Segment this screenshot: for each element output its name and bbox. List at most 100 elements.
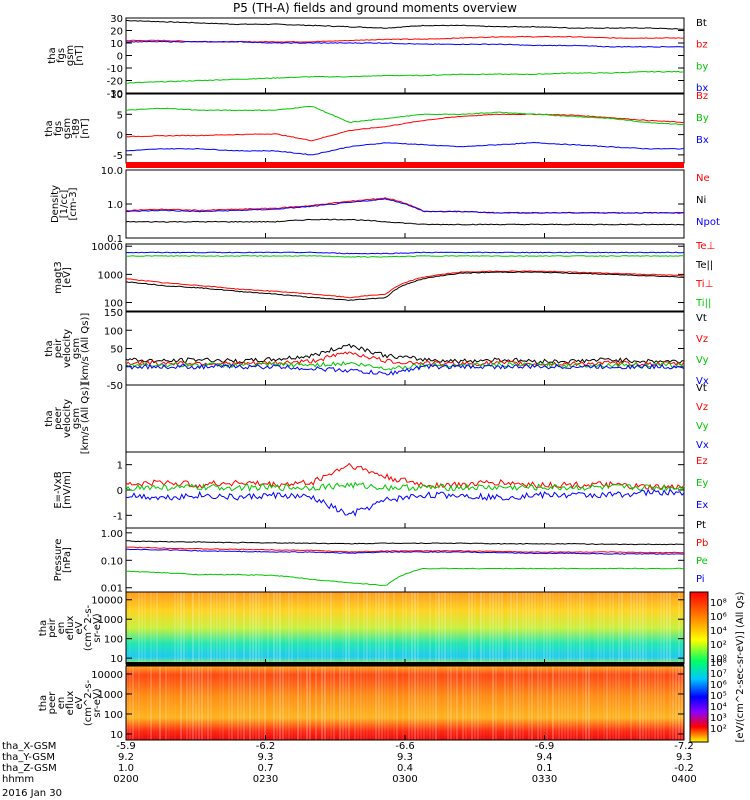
x-tick-z: 0.1 xyxy=(537,763,553,774)
panel-frame xyxy=(125,384,685,453)
y-tick-label: 0 xyxy=(117,363,123,374)
x-tick-x: -6.6 xyxy=(395,741,415,752)
panel-ylabel: velocity xyxy=(62,329,73,368)
panel-ylabel: [nT] xyxy=(80,118,91,138)
legend-entry: Bt xyxy=(696,18,707,29)
panel-8: Pressure[nPa] 1.00 0.10 0.01 Pt Pb Pe Pi xyxy=(53,520,708,595)
y-tick-label: 1000 xyxy=(98,615,123,626)
y-tick-label: 10000 xyxy=(91,596,123,607)
series-Te||-line xyxy=(125,271,685,301)
colorbar-tick: 10⁶ xyxy=(710,680,727,691)
legend-entry: Pe xyxy=(696,556,708,567)
panel-ylabel: velocity xyxy=(62,399,73,438)
x-tick-z: 0.4 xyxy=(397,763,413,774)
y-tick-label: 150 xyxy=(104,308,123,319)
panel-frame xyxy=(125,451,685,529)
series-Pi-line xyxy=(125,548,685,555)
panel-ylabel: [km/s (All Qs)] xyxy=(80,383,91,455)
x-tick-hhmm: 0230 xyxy=(253,774,278,785)
y-tick-label: 1.00 xyxy=(101,529,123,540)
y-tick-label: 20 xyxy=(110,27,123,38)
y-tick-label: 5 xyxy=(117,110,123,121)
panel-ylabel: gsm xyxy=(65,45,76,66)
x-axis-row-label: tha_Z-GSM xyxy=(2,763,57,774)
y-tick-label: -1 xyxy=(113,511,123,522)
y-tick-label: 100 xyxy=(104,299,123,310)
y-tick-label: 0.10 xyxy=(101,556,123,567)
panel-ylabel: peir xyxy=(47,617,58,637)
panel-frame xyxy=(125,311,685,386)
legend-entry: Vz xyxy=(696,402,708,413)
panel-ylabel: tha xyxy=(44,120,55,136)
y-tick-label: 1.0 xyxy=(107,200,123,211)
colorbar-tick: 10² xyxy=(710,640,727,651)
panel-frame xyxy=(125,93,685,164)
legend-entry: Vz xyxy=(696,334,708,345)
x-tick-z: 1.0 xyxy=(118,763,134,774)
y-tick-label: 30 xyxy=(110,14,123,25)
colorbar-tick: 10⁸ xyxy=(710,658,727,669)
colorbar-tick: 10² xyxy=(710,724,727,735)
legend-entry: Pb xyxy=(696,538,708,549)
panel-ylabel: Density xyxy=(50,185,61,223)
y-tick-label: 100 xyxy=(104,710,123,721)
series-Vy-line xyxy=(125,360,685,371)
panel-ylabel: eV xyxy=(74,696,85,709)
panel-ylabel: sr-eV) xyxy=(92,613,103,642)
legend-entry: Ey xyxy=(696,478,708,489)
legend-entry: Ne xyxy=(696,173,710,184)
panel-ylabel: [nPa] xyxy=(62,547,73,573)
panel-ylabel: [eV] xyxy=(62,267,73,288)
x-tick-hhmm: 0200 xyxy=(113,774,138,785)
series-Ti||-line xyxy=(125,255,684,258)
legend-entry: bz xyxy=(696,40,708,51)
panel-ylabel: en xyxy=(56,622,67,635)
colorbar-tick: 10⁰ xyxy=(710,654,727,665)
y-tick-label: 10 xyxy=(110,39,123,50)
y-tick-label: 10 xyxy=(110,90,123,101)
x-tick-z: 0.7 xyxy=(258,763,274,774)
series-Bx-line xyxy=(125,141,685,156)
panel-ylabel: (cm^2-s- xyxy=(83,604,94,651)
y-tick-label: 0.01 xyxy=(101,584,123,595)
panel-ylabel: [1/cc] xyxy=(59,190,70,219)
y-tick-label: -10 xyxy=(107,64,123,75)
series-By-line xyxy=(125,105,685,126)
y-tick-label: 0 xyxy=(117,131,123,142)
colorbar-tick: 10⁵ xyxy=(710,691,727,702)
legend-entry: Vy xyxy=(696,355,709,366)
x-tick-x: -6.2 xyxy=(256,741,276,752)
panel-ylabel: fgs xyxy=(53,121,64,136)
legend-entry: Vx xyxy=(696,376,709,387)
x-tick-y: 9.3 xyxy=(676,752,692,763)
y-tick-label: 10000 xyxy=(91,242,123,253)
panel-ylabel: -t89 xyxy=(71,118,82,138)
legend-entry: Te|| xyxy=(695,260,713,271)
legend-entry: Bx xyxy=(696,135,709,146)
panel-ylabel: (cm^2-s- xyxy=(83,679,94,726)
page-title: P5 (TH-A) fields and ground moments over… xyxy=(233,1,517,15)
x-axis-row-label: tha_X-GSM xyxy=(2,741,56,752)
panel-ylabel: tha xyxy=(38,620,49,636)
panel-ylabel: peer xyxy=(53,406,64,430)
x-axis-row-label: hhmm xyxy=(2,774,34,785)
panel-ylabel: eflux xyxy=(65,691,76,716)
legend-entry: Ez xyxy=(696,456,708,467)
series-Ez-line xyxy=(125,462,685,491)
y-tick-label: 1 xyxy=(117,461,123,472)
legend-entry: bx xyxy=(696,83,708,94)
legend-entry: Pi xyxy=(696,574,705,585)
legend-entry: Npot xyxy=(696,217,720,228)
legend-entry: Vt xyxy=(696,383,707,394)
spectrogram xyxy=(126,592,684,664)
colorbar-tick: 10³ xyxy=(710,713,727,724)
legend-entry: by xyxy=(696,61,708,72)
x-tick-hhmm: 0400 xyxy=(671,774,696,785)
panel-ylabel: [km/s (All Qs)] xyxy=(80,313,91,385)
panel-ylabel: magt3 xyxy=(53,261,64,294)
panel-ylabel: sr-eV) xyxy=(92,688,103,717)
panel-ylabel: gsm xyxy=(71,338,82,359)
series-Ti⊥-line xyxy=(125,270,684,299)
